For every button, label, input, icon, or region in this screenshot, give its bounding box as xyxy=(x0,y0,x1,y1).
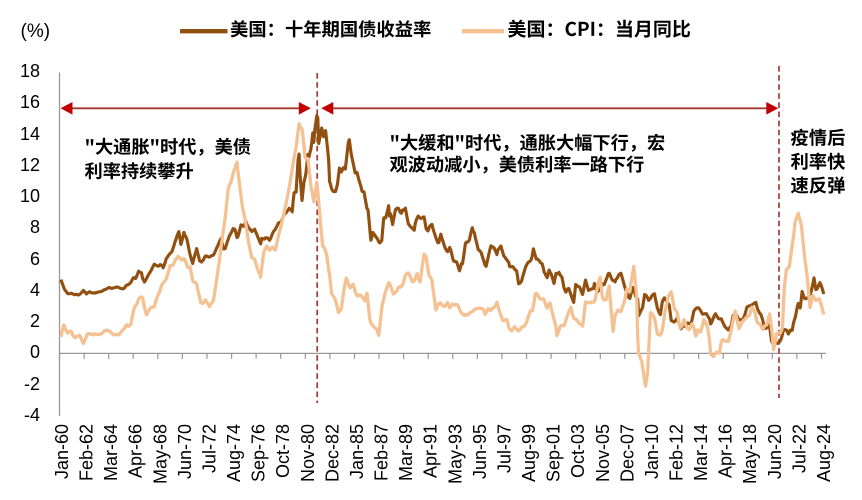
svg-text:Nov-80: Nov-80 xyxy=(298,424,318,482)
svg-text:Jul-97: Jul-97 xyxy=(494,424,514,473)
svg-text:Feb-87: Feb-87 xyxy=(372,424,392,481)
svg-text:May-18: May-18 xyxy=(740,424,760,484)
svg-text:Jan-10: Jan-10 xyxy=(642,424,662,479)
svg-text:Aug-74: Aug-74 xyxy=(224,424,244,482)
svg-text:Oct-78: Oct-78 xyxy=(273,424,293,478)
svg-text:May-93: May-93 xyxy=(445,424,465,484)
svg-text:Jun-70: Jun-70 xyxy=(175,424,195,479)
svg-text:Mar-89: Mar-89 xyxy=(396,424,416,481)
svg-text:Jun-95: Jun-95 xyxy=(470,424,490,479)
svg-text:Apr-16: Apr-16 xyxy=(716,424,736,478)
svg-text:Oct-03: Oct-03 xyxy=(568,424,588,478)
svg-text:Mar-14: Mar-14 xyxy=(691,424,711,481)
svg-text:May-68: May-68 xyxy=(150,424,170,484)
svg-text:Jun-20: Jun-20 xyxy=(765,424,785,479)
svg-text:Sep-76: Sep-76 xyxy=(249,424,269,482)
svg-text:Jul-22: Jul-22 xyxy=(789,424,809,473)
svg-text:Jan-85: Jan-85 xyxy=(347,424,367,479)
svg-text:Mar-64: Mar-64 xyxy=(101,424,121,481)
svg-text:Apr-91: Apr-91 xyxy=(421,424,441,478)
svg-text:Sep-01: Sep-01 xyxy=(544,424,564,482)
svg-text:Apr-66: Apr-66 xyxy=(126,424,146,478)
svg-text:Jan-60: Jan-60 xyxy=(52,424,72,479)
svg-text:Dec-07: Dec-07 xyxy=(617,424,637,482)
svg-text:Feb-12: Feb-12 xyxy=(667,424,687,481)
svg-text:Dec-82: Dec-82 xyxy=(322,424,342,482)
svg-text:Aug-99: Aug-99 xyxy=(519,424,539,482)
svg-text:Nov-05: Nov-05 xyxy=(593,424,613,482)
svg-text:Feb-62: Feb-62 xyxy=(77,424,97,481)
svg-text:Jul-72: Jul-72 xyxy=(200,424,220,473)
svg-text:Aug-24: Aug-24 xyxy=(814,424,834,482)
